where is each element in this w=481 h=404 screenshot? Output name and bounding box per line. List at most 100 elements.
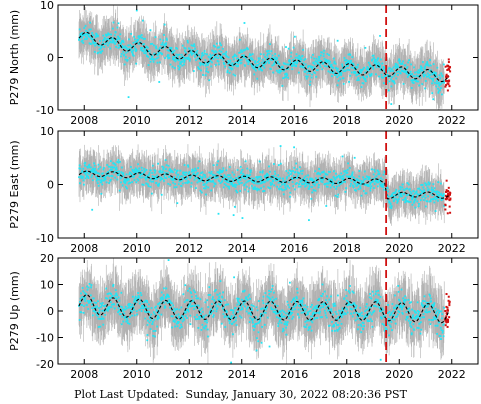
data-point <box>81 169 84 172</box>
data-point <box>377 57 380 60</box>
data-point <box>397 59 400 62</box>
data-point <box>169 183 172 186</box>
data-point <box>430 77 433 80</box>
data-point <box>122 175 125 177</box>
data-point <box>346 68 349 71</box>
data-point <box>420 190 423 192</box>
data-point <box>272 71 275 74</box>
data-point <box>320 60 323 63</box>
data-point <box>423 66 426 69</box>
data-point <box>309 83 311 86</box>
data-point <box>395 77 398 80</box>
data-point <box>410 196 413 199</box>
data-point <box>172 56 175 59</box>
data-point <box>244 48 247 51</box>
data-point <box>382 186 385 188</box>
data-point <box>442 195 445 197</box>
data-point <box>359 70 362 73</box>
data-point <box>191 169 194 172</box>
data-point <box>95 170 97 173</box>
data-point <box>248 61 250 63</box>
data-point <box>379 183 382 186</box>
data-point <box>344 70 347 72</box>
data-point <box>179 61 182 63</box>
data-point <box>140 166 143 169</box>
data-point <box>213 174 216 177</box>
data-point <box>82 167 85 170</box>
data-point <box>176 47 179 50</box>
data-point <box>283 76 286 79</box>
data-point <box>216 54 219 57</box>
data-point <box>346 171 349 174</box>
data-point <box>283 188 286 191</box>
data-point <box>254 179 257 182</box>
data-point <box>377 61 380 64</box>
data-point <box>282 177 284 180</box>
data-point <box>346 60 349 63</box>
data-point <box>271 59 273 61</box>
data-point <box>101 176 104 179</box>
data-point <box>271 54 274 57</box>
data-point <box>99 47 102 50</box>
data-point <box>381 62 384 65</box>
data-point <box>235 183 238 186</box>
data-point <box>223 176 225 179</box>
data-point <box>268 165 270 168</box>
data-point <box>430 198 432 201</box>
data-point <box>88 166 91 169</box>
data-point <box>178 53 181 56</box>
data-point <box>373 61 376 64</box>
data-point <box>138 167 140 170</box>
data-point <box>199 176 202 178</box>
data-point <box>210 170 213 173</box>
data-point <box>339 78 342 81</box>
data-point <box>401 186 404 189</box>
data-point <box>352 64 355 67</box>
data-point <box>109 166 112 169</box>
data-point <box>196 172 199 174</box>
data-point <box>207 64 209 66</box>
data-point <box>216 60 219 62</box>
data-point <box>317 171 320 174</box>
data-point <box>343 57 346 59</box>
data-point <box>407 183 410 186</box>
data-point <box>120 52 123 55</box>
data-point <box>85 29 88 32</box>
data-point <box>205 185 208 188</box>
data-point <box>338 71 341 74</box>
data-point <box>179 175 182 178</box>
data-point <box>162 39 165 42</box>
data-point <box>87 164 90 167</box>
data-point <box>151 55 154 58</box>
data-point <box>259 53 262 56</box>
data-point <box>390 78 392 81</box>
data-point <box>263 66 266 69</box>
data-point <box>302 65 305 68</box>
data-point <box>440 82 443 85</box>
data-point <box>240 58 243 61</box>
data-point <box>285 188 287 190</box>
data-point <box>330 63 333 66</box>
data-point <box>388 67 391 69</box>
data-point <box>216 163 219 166</box>
data-point <box>155 181 158 184</box>
data-point <box>236 169 239 171</box>
data-point <box>121 184 124 187</box>
data-point <box>161 43 164 46</box>
data-point <box>334 194 337 197</box>
data-point <box>443 81 446 84</box>
data-point <box>387 195 390 198</box>
outlier-point <box>432 183 435 186</box>
data-point <box>127 44 130 47</box>
data-point <box>332 175 335 178</box>
data-point <box>290 55 292 58</box>
data-point <box>258 67 261 70</box>
data-point <box>399 192 401 195</box>
data-point <box>179 62 182 65</box>
data-point <box>297 172 300 175</box>
data-point <box>441 194 443 197</box>
data-point <box>145 182 148 185</box>
data-point <box>235 177 238 180</box>
data-point <box>242 54 244 57</box>
data-point <box>401 183 404 186</box>
